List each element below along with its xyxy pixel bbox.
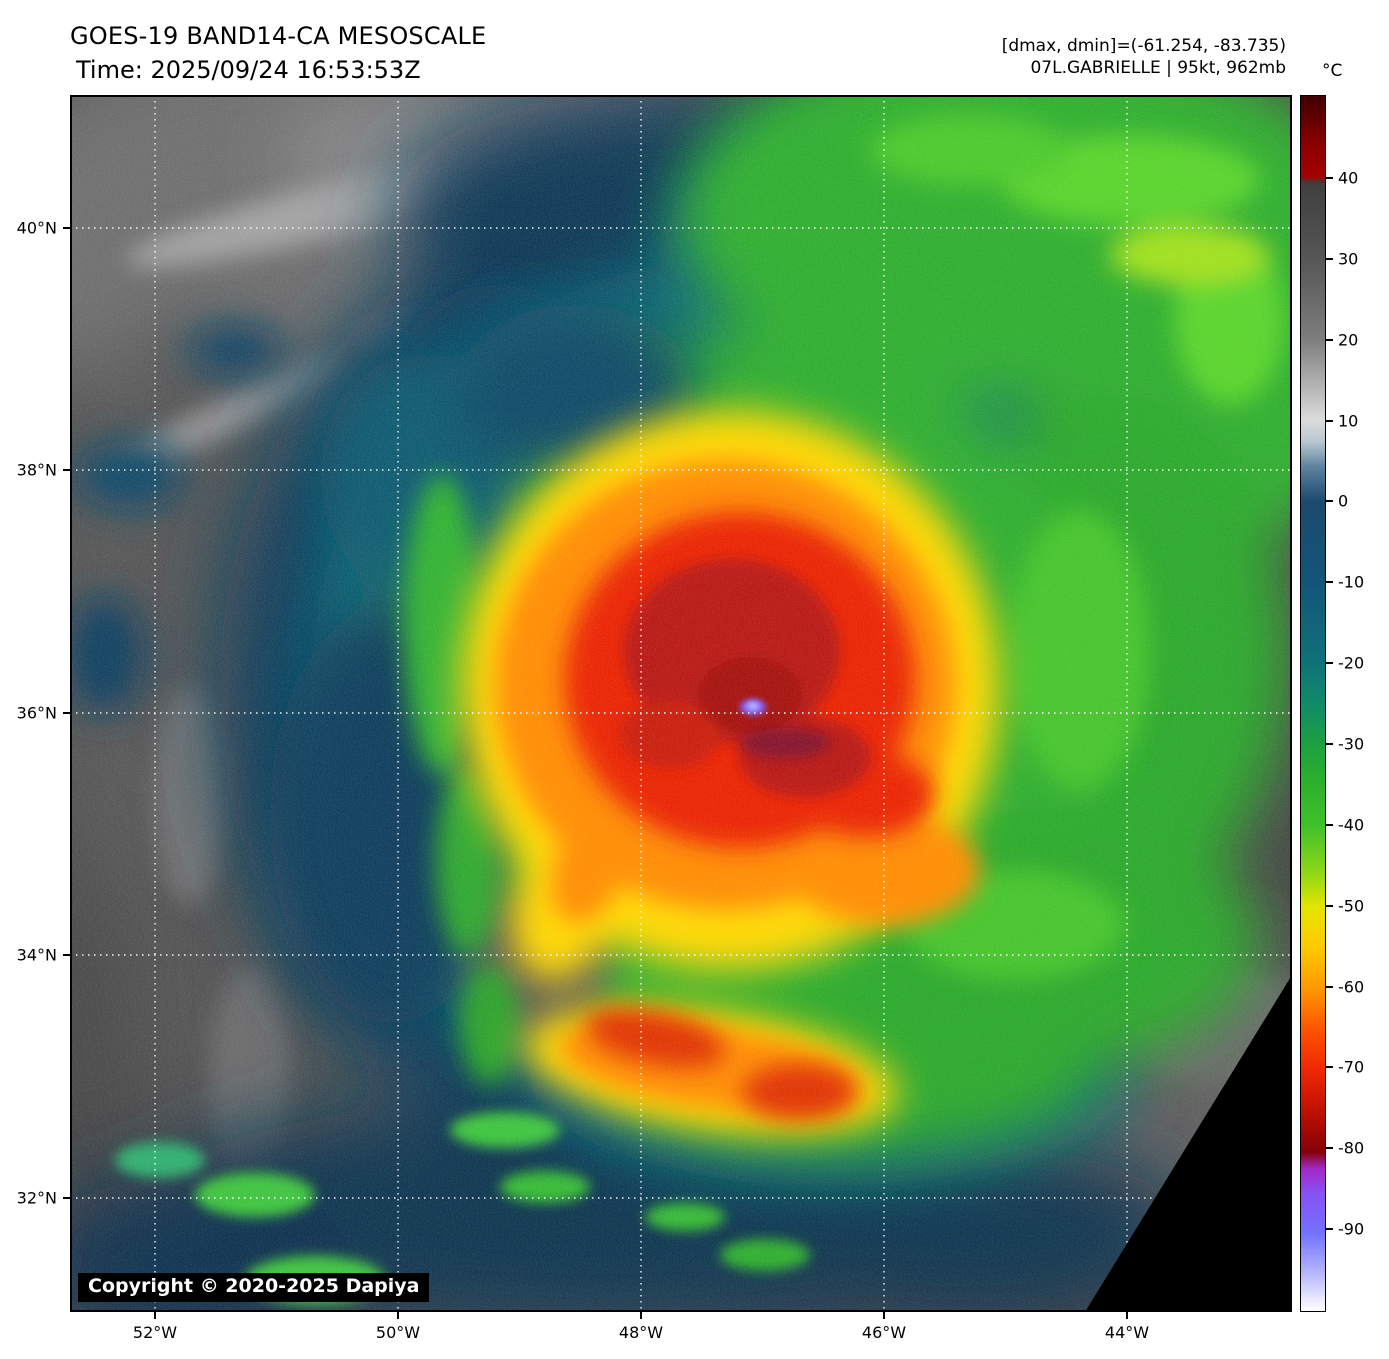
colorbar-tick-label: 30	[1338, 249, 1359, 269]
colorbar-tick-mark	[1326, 419, 1333, 422]
colorbar-tick-label: -20	[1338, 653, 1365, 673]
colorbar-tick-mark	[1326, 823, 1333, 826]
colorbar-tick-mark	[1326, 581, 1333, 584]
colorbar-tick-mark	[1326, 1147, 1333, 1150]
axis-tick	[63, 227, 70, 229]
colorbar-tick-label: -70	[1338, 1057, 1365, 1077]
colorbar-tick-mark	[1326, 1066, 1333, 1069]
colorbar-tick-label: -50	[1338, 896, 1365, 916]
dmax-dmin-readout: [dmax, dmin]=(-61.254, -83.735)	[1001, 36, 1286, 56]
lat-axis: 40°N 38°N 36°N 34°N 32°N	[0, 95, 70, 1312]
satellite-map: Copyright © 2020-2025 Dapiya	[70, 95, 1292, 1312]
grain-texture	[70, 95, 1292, 1312]
axis-tick	[63, 469, 70, 471]
colorbar-tick-mark	[1326, 904, 1333, 907]
colorbar-tick-label: -30	[1338, 734, 1365, 754]
colorbar-tick-label: -90	[1338, 1219, 1365, 1239]
axis-tick	[640, 1312, 642, 1319]
colorbar-tick-label: 20	[1338, 330, 1359, 350]
lat-label: 32°N	[16, 1188, 57, 1208]
lat-label: 36°N	[16, 703, 57, 723]
colorbar-tick-mark	[1326, 257, 1333, 260]
grid-lines	[70, 95, 1292, 1312]
axis-tick	[1126, 1312, 1128, 1319]
axis-tick	[63, 712, 70, 714]
colorbar-tick-mark	[1326, 1228, 1333, 1231]
colorbar-tick-mark	[1326, 742, 1333, 745]
colorbar-unit: °C	[1322, 61, 1343, 81]
map-border	[70, 95, 1292, 1312]
axis-tick	[883, 1312, 885, 1319]
lon-label: 44°W	[1104, 1323, 1150, 1342]
axis-tick	[397, 1312, 399, 1319]
lon-axis: 52°W 50°W 48°W 46°W 44°W	[70, 1312, 1292, 1359]
colorbar-tick-label: -40	[1338, 815, 1365, 835]
colorbar-tick-label: 10	[1338, 411, 1359, 431]
colorbar-tick-label: -60	[1338, 977, 1365, 996]
figure-title: GOES-19 BAND14-CA MESOSCALE	[70, 22, 487, 50]
colorbar-tick-mark	[1326, 177, 1333, 179]
colorbar-tick-label: 0	[1338, 491, 1349, 511]
colorbar-tick-label: -80	[1338, 1138, 1365, 1158]
lon-label: 48°W	[618, 1323, 664, 1342]
colorbar-tick-mark	[1326, 662, 1333, 665]
lon-label: 50°W	[375, 1323, 421, 1342]
lat-label: 40°N	[16, 218, 57, 238]
axis-tick	[63, 1197, 70, 1199]
lat-label: 38°N	[16, 460, 57, 480]
lon-label: 46°W	[861, 1323, 907, 1342]
copyright-watermark: Copyright © 2020-2025 Dapiya	[78, 1273, 430, 1302]
colorbar-tick-label: -10	[1338, 572, 1365, 592]
storm-info: 07L.GABRIELLE | 95kt, 962mb	[1030, 58, 1286, 78]
lat-label: 34°N	[16, 945, 57, 965]
colorbar-gradient	[1300, 95, 1326, 1312]
colorbar-tick-mark	[1326, 338, 1333, 341]
satellite-image	[70, 95, 1292, 1312]
colorbar-tick-mark	[1326, 500, 1333, 503]
colorbar: 40 30 20 10 0 -10 -20 -30 -40 -50 -60 -70 -80 -90	[1300, 95, 1389, 1312]
axis-tick	[63, 954, 70, 956]
colorbar-tick-mark	[1326, 985, 1333, 988]
scan-edge-wedge	[1085, 975, 1292, 1312]
axis-tick	[154, 1312, 156, 1319]
figure-timestamp: Time: 2025/09/24 16:53:53Z	[76, 56, 421, 84]
colorbar-tick-label: 40	[1338, 168, 1359, 188]
lon-label: 52°W	[132, 1323, 178, 1342]
